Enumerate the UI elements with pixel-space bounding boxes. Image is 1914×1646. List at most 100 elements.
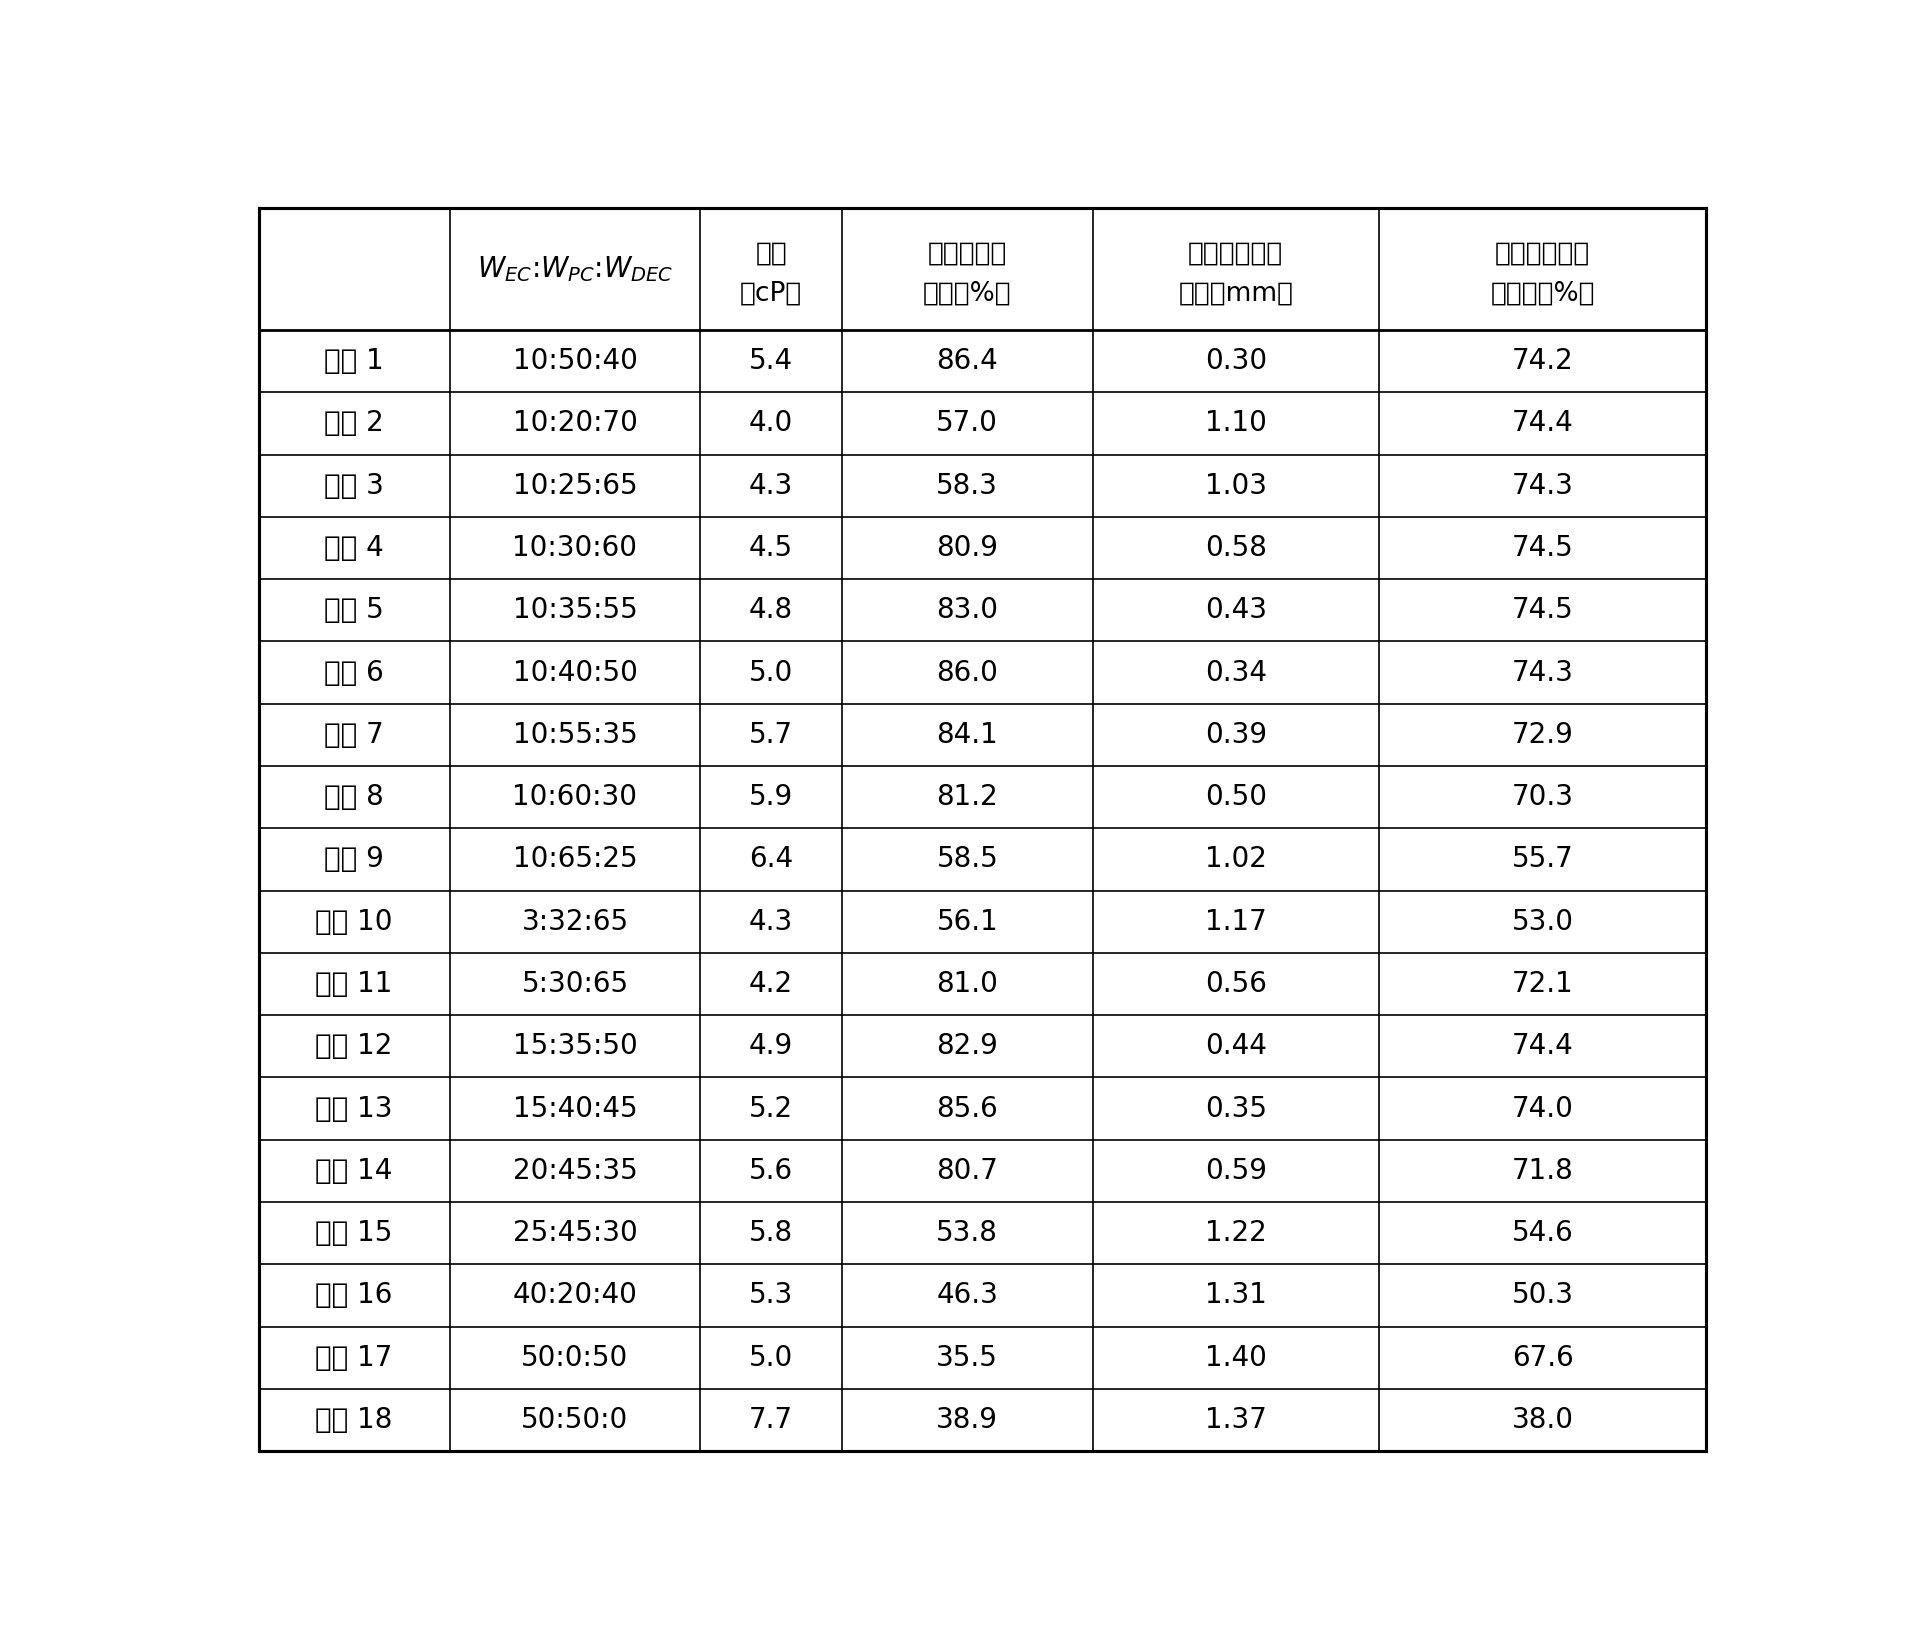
Text: 6.4: 6.4 bbox=[748, 846, 792, 874]
Text: 1.37: 1.37 bbox=[1206, 1406, 1267, 1434]
Text: 电池 6: 电池 6 bbox=[323, 658, 385, 686]
Text: 0.50: 0.50 bbox=[1204, 783, 1267, 811]
Text: 电池 17: 电池 17 bbox=[316, 1343, 392, 1371]
Text: 1.02: 1.02 bbox=[1206, 846, 1267, 874]
Text: 电池 14: 电池 14 bbox=[316, 1157, 392, 1185]
Text: 10:60:30: 10:60:30 bbox=[513, 783, 637, 811]
Text: 电池 2: 电池 2 bbox=[323, 410, 385, 438]
Text: 53.8: 53.8 bbox=[936, 1220, 999, 1248]
Text: 74.4: 74.4 bbox=[1512, 410, 1573, 438]
Text: 86.0: 86.0 bbox=[936, 658, 999, 686]
Text: 85.6: 85.6 bbox=[936, 1095, 997, 1123]
Text: 0.30: 0.30 bbox=[1204, 347, 1267, 375]
Text: 71.8: 71.8 bbox=[1512, 1157, 1573, 1185]
Text: 7.7: 7.7 bbox=[748, 1406, 792, 1434]
Text: 电池 7: 电池 7 bbox=[323, 721, 385, 749]
Text: 74.4: 74.4 bbox=[1512, 1032, 1573, 1060]
Text: 0.59: 0.59 bbox=[1204, 1157, 1267, 1185]
Text: 4.9: 4.9 bbox=[748, 1032, 792, 1060]
Text: 57.0: 57.0 bbox=[936, 410, 999, 438]
Text: 0.56: 0.56 bbox=[1206, 969, 1267, 997]
Text: 72.1: 72.1 bbox=[1512, 969, 1573, 997]
Text: 74.3: 74.3 bbox=[1512, 658, 1573, 686]
Text: 10:50:40: 10:50:40 bbox=[513, 347, 637, 375]
Text: 74.0: 74.0 bbox=[1512, 1095, 1573, 1123]
Text: 4.3: 4.3 bbox=[748, 907, 792, 935]
Text: 86.4: 86.4 bbox=[936, 347, 997, 375]
Text: 10:35:55: 10:35:55 bbox=[513, 596, 637, 624]
Text: 电池 16: 电池 16 bbox=[316, 1281, 392, 1309]
Text: 0.34: 0.34 bbox=[1204, 658, 1267, 686]
Text: 5.0: 5.0 bbox=[748, 658, 792, 686]
Text: 70.3: 70.3 bbox=[1512, 783, 1573, 811]
Text: 1.40: 1.40 bbox=[1206, 1343, 1267, 1371]
Text: 5.8: 5.8 bbox=[748, 1220, 792, 1248]
Text: 83.0: 83.0 bbox=[936, 596, 999, 624]
Text: 5.9: 5.9 bbox=[748, 783, 792, 811]
Text: 38.9: 38.9 bbox=[936, 1406, 999, 1434]
Text: 20:45:35: 20:45:35 bbox=[513, 1157, 637, 1185]
Text: 电池 5: 电池 5 bbox=[323, 596, 385, 624]
Text: 电池 8: 电池 8 bbox=[323, 783, 385, 811]
Text: 40:20:40: 40:20:40 bbox=[513, 1281, 637, 1309]
Text: 72.9: 72.9 bbox=[1512, 721, 1573, 749]
Text: 0.44: 0.44 bbox=[1206, 1032, 1267, 1060]
Text: 10:20:70: 10:20:70 bbox=[513, 410, 637, 438]
Text: 82.9: 82.9 bbox=[936, 1032, 999, 1060]
Text: 膨胀（mm）: 膨胀（mm） bbox=[1179, 280, 1294, 306]
Text: 循环容量维: 循环容量维 bbox=[928, 240, 1007, 267]
Text: 电池 9: 电池 9 bbox=[323, 846, 385, 874]
Text: 循环后的电池: 循环后的电池 bbox=[1189, 240, 1284, 267]
Text: 4.8: 4.8 bbox=[748, 596, 792, 624]
Text: 38.0: 38.0 bbox=[1512, 1406, 1573, 1434]
Text: 0.58: 0.58 bbox=[1206, 533, 1267, 561]
Text: 0.35: 0.35 bbox=[1204, 1095, 1267, 1123]
Text: 58.3: 58.3 bbox=[936, 472, 999, 500]
Text: 46.3: 46.3 bbox=[936, 1281, 999, 1309]
Text: 74.5: 74.5 bbox=[1512, 533, 1573, 561]
Text: 1.10: 1.10 bbox=[1206, 410, 1267, 438]
Text: 电池 1: 电池 1 bbox=[323, 347, 385, 375]
Text: 5.4: 5.4 bbox=[748, 347, 792, 375]
Text: 84.1: 84.1 bbox=[936, 721, 997, 749]
Text: 3:32:65: 3:32:65 bbox=[521, 907, 628, 935]
Text: 35.5: 35.5 bbox=[936, 1343, 999, 1371]
Text: 1.22: 1.22 bbox=[1206, 1220, 1267, 1248]
Text: 电池 18: 电池 18 bbox=[316, 1406, 392, 1434]
Text: 粘度: 粘度 bbox=[756, 240, 787, 267]
Text: 电池 4: 电池 4 bbox=[323, 533, 385, 561]
Text: 电池 15: 电池 15 bbox=[316, 1220, 392, 1248]
Text: 54.6: 54.6 bbox=[1512, 1220, 1573, 1248]
Text: 4.0: 4.0 bbox=[748, 410, 792, 438]
Text: 25:45:30: 25:45:30 bbox=[513, 1220, 637, 1248]
Text: 持率（%）: 持率（%） bbox=[923, 280, 1013, 306]
Text: 15:40:45: 15:40:45 bbox=[513, 1095, 637, 1123]
Text: 5.3: 5.3 bbox=[748, 1281, 792, 1309]
Text: 50.3: 50.3 bbox=[1512, 1281, 1573, 1309]
Text: 1.31: 1.31 bbox=[1206, 1281, 1267, 1309]
Text: 80.9: 80.9 bbox=[936, 533, 999, 561]
Text: 74.5: 74.5 bbox=[1512, 596, 1573, 624]
Text: 1.17: 1.17 bbox=[1206, 907, 1267, 935]
Text: 81.2: 81.2 bbox=[936, 783, 997, 811]
Text: 55.7: 55.7 bbox=[1512, 846, 1573, 874]
Text: 电池 11: 电池 11 bbox=[316, 969, 392, 997]
Text: 5.0: 5.0 bbox=[748, 1343, 792, 1371]
Text: 80.7: 80.7 bbox=[936, 1157, 999, 1185]
Text: 10:65:25: 10:65:25 bbox=[513, 846, 637, 874]
Text: 4.3: 4.3 bbox=[748, 472, 792, 500]
Text: 74.2: 74.2 bbox=[1512, 347, 1573, 375]
Text: 5.6: 5.6 bbox=[748, 1157, 792, 1185]
Text: 电池 12: 电池 12 bbox=[316, 1032, 392, 1060]
Text: 74.3: 74.3 bbox=[1512, 472, 1573, 500]
Text: 维持率（%）: 维持率（%） bbox=[1491, 280, 1594, 306]
Text: $W_{EC}$:$W_{PC}$:$W_{DEC}$: $W_{EC}$:$W_{PC}$:$W_{DEC}$ bbox=[477, 253, 674, 285]
Text: （cP）: （cP） bbox=[741, 280, 802, 306]
Text: 15:35:50: 15:35:50 bbox=[513, 1032, 637, 1060]
Text: 4.5: 4.5 bbox=[748, 533, 792, 561]
Text: 81.0: 81.0 bbox=[936, 969, 999, 997]
Text: 电池 3: 电池 3 bbox=[323, 472, 385, 500]
Text: 53.0: 53.0 bbox=[1512, 907, 1573, 935]
Text: 5.2: 5.2 bbox=[748, 1095, 792, 1123]
Text: 0.39: 0.39 bbox=[1204, 721, 1267, 749]
